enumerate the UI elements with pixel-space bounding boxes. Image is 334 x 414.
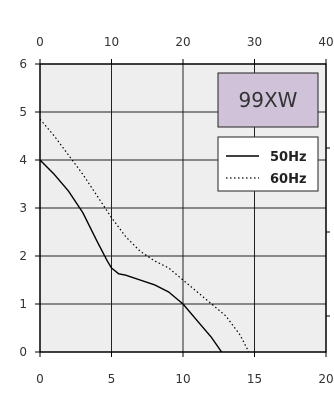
legend-label-60hz: 60Hz	[270, 172, 307, 187]
x-top-tick-label: 0	[36, 35, 44, 49]
y-tick-label: 4	[19, 153, 27, 167]
x-top-tick-label: 30	[247, 35, 262, 49]
y-tick-label: 0	[19, 345, 27, 359]
y-tick-label: 5	[19, 105, 27, 119]
x-bottom-tick-label: 0	[36, 372, 44, 386]
y-tick-label: 6	[19, 57, 27, 71]
x-bottom-tick-label: 20	[318, 372, 333, 386]
y-tick-label: 3	[19, 201, 27, 215]
y-tick-label: 1	[19, 297, 27, 311]
series-line-60hz	[39, 118, 250, 353]
tick-layer: 0 5 10 15 20 0 10 20 30 40 0 1 2 3 4 5 6	[19, 35, 333, 386]
x-top-tick-label: 20	[175, 35, 190, 49]
legend-label-50hz: 50Hz	[270, 150, 307, 165]
series-layer	[39, 118, 250, 353]
model-label: 99XW	[239, 88, 298, 112]
x-bottom-tick-label: 5	[108, 372, 116, 386]
x-top-tick-label: 10	[104, 35, 119, 49]
x-bottom-tick-label: 10	[175, 372, 190, 386]
legend: 50Hz 60Hz	[217, 136, 319, 192]
x-bottom-tick-label: 15	[247, 372, 262, 386]
series-line-50hz	[39, 159, 223, 353]
model-label-box	[217, 72, 319, 128]
x-top-tick-label: 40	[318, 35, 333, 49]
y-tick-label: 2	[19, 249, 27, 263]
legend-box	[217, 136, 319, 192]
